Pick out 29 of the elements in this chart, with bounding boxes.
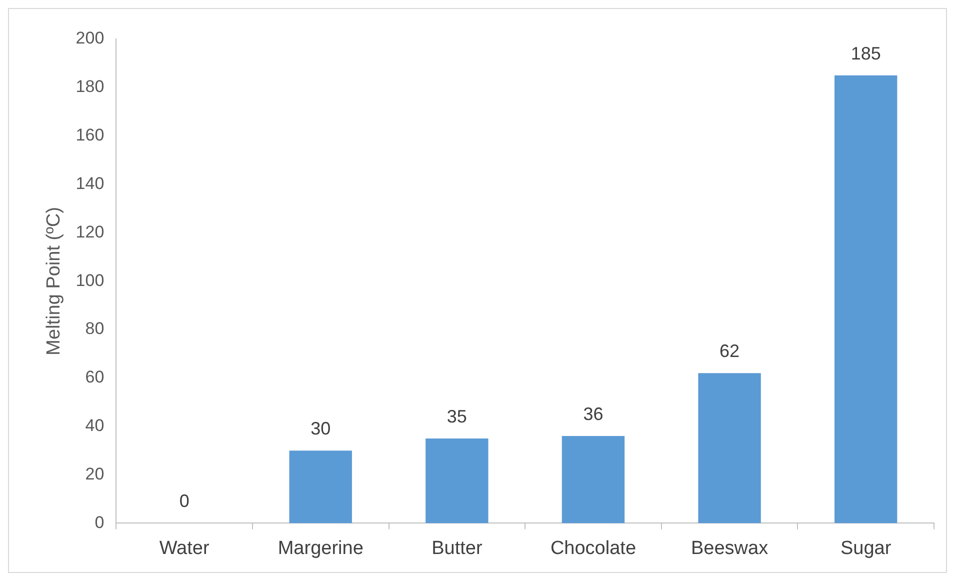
y-tick-label: 100	[76, 270, 104, 290]
y-tick-label: 140	[76, 174, 104, 193]
x-tick-label: Butter	[432, 538, 483, 559]
x-tick-label: Water	[159, 538, 210, 559]
x-tick-label: Sugar	[840, 538, 892, 559]
data-label: 36	[583, 404, 604, 424]
y-tick-label: 40	[85, 416, 104, 436]
y-tick-label: 120	[76, 222, 104, 242]
x-tick-label: Chocolate	[550, 538, 636, 559]
y-tick-label: 200	[76, 28, 104, 48]
bar	[426, 438, 488, 524]
data-label: 30	[310, 418, 331, 439]
y-tick-label: 60	[85, 368, 104, 387]
y-tick-label: 20	[85, 464, 104, 484]
bar	[698, 373, 761, 524]
x-tick-label: Margerine	[278, 538, 364, 559]
x-tick-label: Beeswax	[690, 538, 769, 559]
y-tick-label: 180	[76, 77, 104, 96]
y-axis-title: Melting Point (ºC)	[44, 206, 65, 356]
y-tick-label: 80	[85, 319, 104, 338]
y-tick-label: 0	[94, 512, 104, 532]
data-label: 62	[720, 341, 740, 362]
y-tick-label: 160	[76, 126, 104, 145]
data-label: 185	[850, 43, 881, 64]
bar	[289, 450, 352, 524]
data-label: 0	[179, 491, 190, 512]
data-label: 35	[446, 406, 467, 426]
bar	[834, 75, 898, 524]
bar	[562, 436, 625, 524]
